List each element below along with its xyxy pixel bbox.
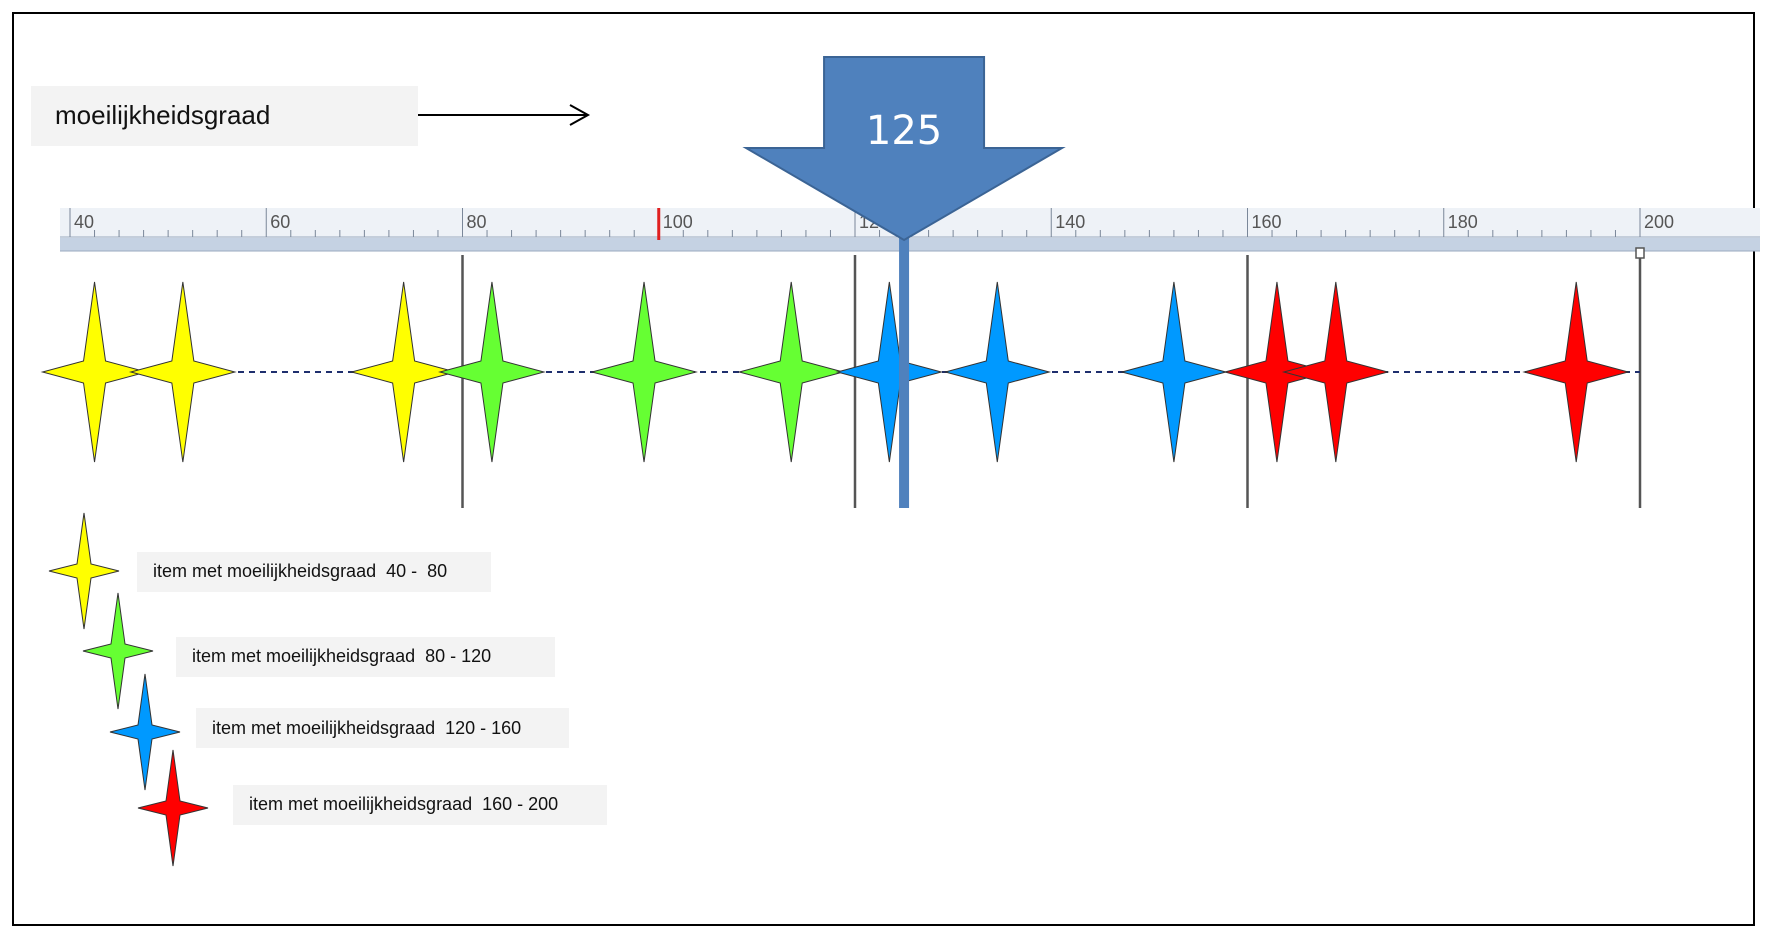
pointer-value-label: 125 bbox=[866, 108, 942, 154]
label-box bbox=[31, 86, 418, 146]
ruler-tick-label: 180 bbox=[1448, 212, 1478, 232]
legend-item-label: item met moeilijkheidsgraad 160 - 200 bbox=[249, 794, 559, 814]
ruler-tick-label: 40 bbox=[74, 212, 94, 232]
green-star-icon bbox=[82, 592, 154, 710]
blue-star-icon bbox=[835, 281, 944, 463]
red-star-icon bbox=[1522, 281, 1631, 463]
blue-star-icon bbox=[109, 673, 181, 791]
legend-item-label: item met moeilijkheidsgraad 120 - 160 bbox=[212, 718, 522, 738]
pointer-arrow-icon bbox=[742, 56, 1066, 242]
blue-star-icon bbox=[1119, 281, 1228, 463]
red-star-icon bbox=[137, 749, 209, 867]
green-star-icon bbox=[737, 281, 846, 463]
ruler-tick-label: 100 bbox=[663, 212, 693, 232]
legend-item-box bbox=[176, 637, 555, 677]
difficulty-label: moeilijkheidsgraad bbox=[55, 100, 271, 130]
boundary-lines bbox=[461, 247, 1645, 508]
yellow-star-icon bbox=[128, 281, 237, 463]
ruler-tick-label: 80 bbox=[467, 212, 487, 232]
legend-item-label: item met moeilijkheidsgraad 40 - 80 bbox=[153, 561, 448, 581]
item-stars bbox=[40, 281, 1631, 463]
ruler-tick-label: 60 bbox=[270, 212, 290, 232]
yellow-star-icon bbox=[48, 512, 120, 630]
red-star-icon bbox=[1281, 281, 1390, 463]
green-star-icon bbox=[590, 281, 698, 463]
ability-pointer: 125 bbox=[742, 56, 1066, 508]
legend-stars bbox=[48, 512, 209, 867]
legend-item-box bbox=[233, 785, 607, 825]
legend-item-box bbox=[137, 552, 491, 592]
yellow-star-icon bbox=[40, 281, 149, 463]
legend-item-box bbox=[196, 708, 569, 748]
yellow-star-icon bbox=[349, 281, 458, 463]
red-star-icon bbox=[1223, 281, 1331, 463]
legend-item-label: item met moeilijkheidsgraad 80 - 120 bbox=[192, 646, 492, 666]
label-arrow-icon bbox=[418, 104, 591, 126]
ruler-end-handle bbox=[1635, 247, 1645, 259]
blue-star-icon bbox=[943, 281, 1052, 463]
ruler-tick-label: 140 bbox=[1055, 212, 1085, 232]
ruler-tick-label: 200 bbox=[1644, 212, 1674, 232]
green-star-icon bbox=[438, 281, 546, 463]
ruler-tick-label: 160 bbox=[1252, 212, 1282, 232]
ruler-bar bbox=[60, 238, 1760, 251]
